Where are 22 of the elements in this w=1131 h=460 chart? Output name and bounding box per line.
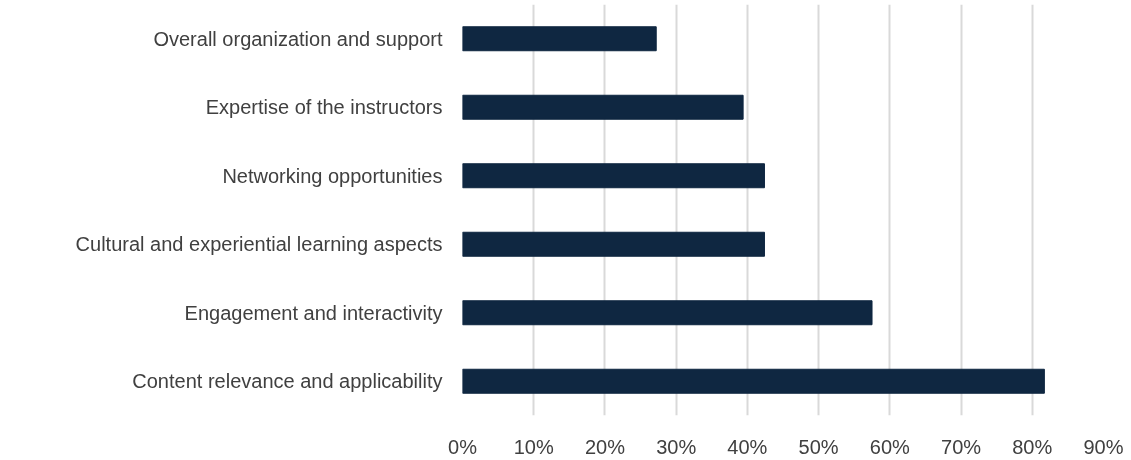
bar — [462, 368, 1045, 394]
x-tick-label: 70% — [941, 435, 982, 458]
x-tick-label: 40% — [727, 435, 768, 458]
y-tick-label: Content relevance and applicability — [132, 370, 443, 393]
x-tick-label: 0% — [448, 435, 478, 458]
y-tick-label: Networking opportunities — [222, 164, 443, 187]
x-tick-label: 20% — [584, 435, 626, 458]
y-tick-label: Cultural and experiential learning aspects — [75, 233, 443, 256]
x-tick-label: 50% — [798, 435, 839, 458]
y-tick-label: Engagement and interactivity — [184, 301, 443, 324]
bar — [462, 300, 873, 326]
y-tick-label: Expertise of the instructors — [205, 96, 443, 119]
x-tick-label: 80% — [1012, 435, 1053, 458]
bar — [462, 26, 657, 52]
bar — [462, 94, 744, 120]
x-tick-label: 30% — [656, 435, 697, 458]
y-tick-label: Overall organization and support — [153, 27, 443, 50]
bar — [462, 231, 765, 257]
x-tick-label: 10% — [513, 435, 554, 458]
x-tick-label: 60% — [869, 435, 911, 458]
x-tick-label: 90% — [1083, 435, 1124, 458]
bar — [462, 163, 765, 189]
